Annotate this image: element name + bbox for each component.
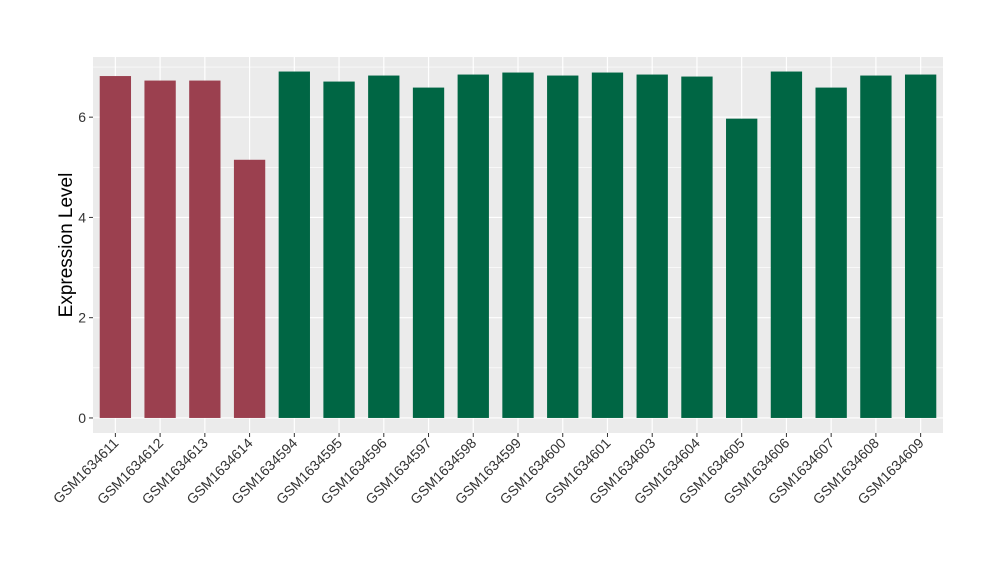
bar-gsm1634613: [189, 80, 221, 418]
bar-gsm1634607: [815, 87, 847, 418]
bar-gsm1634600: [547, 75, 579, 418]
y-tick-label: 0: [78, 410, 86, 426]
bar-gsm1634606: [770, 71, 803, 418]
bar-gsm1634614: [233, 159, 266, 418]
bar-gsm1634608: [860, 75, 892, 418]
bar-gsm1634595: [323, 81, 355, 418]
x-axis: GSM1634611GSM1634612GSM1634613GSM1634614…: [50, 433, 927, 507]
bar-gsm1634603: [636, 74, 668, 418]
y-axis-title: Expression Level: [56, 173, 77, 318]
bar-gsm1634594: [278, 71, 310, 418]
bar-gsm1634605: [726, 118, 758, 418]
y-tick-label: 4: [78, 209, 86, 225]
y-tick-label: 2: [78, 310, 86, 326]
bar-gsm1634611: [99, 76, 132, 418]
bar-gsm1634598: [457, 74, 489, 418]
bar-gsm1634597: [412, 87, 445, 418]
bar-gsm1634609: [904, 74, 937, 418]
bar-gsm1634599: [502, 72, 534, 418]
bar-gsm1634596: [368, 75, 400, 418]
bar-gsm1634612: [144, 80, 176, 418]
bar-gsm1634604: [681, 76, 713, 418]
y-tick-label: 6: [78, 109, 86, 125]
bars: [99, 71, 937, 418]
y-axis: 0 2 4 6: [78, 109, 93, 426]
bar-gsm1634601: [591, 72, 624, 418]
